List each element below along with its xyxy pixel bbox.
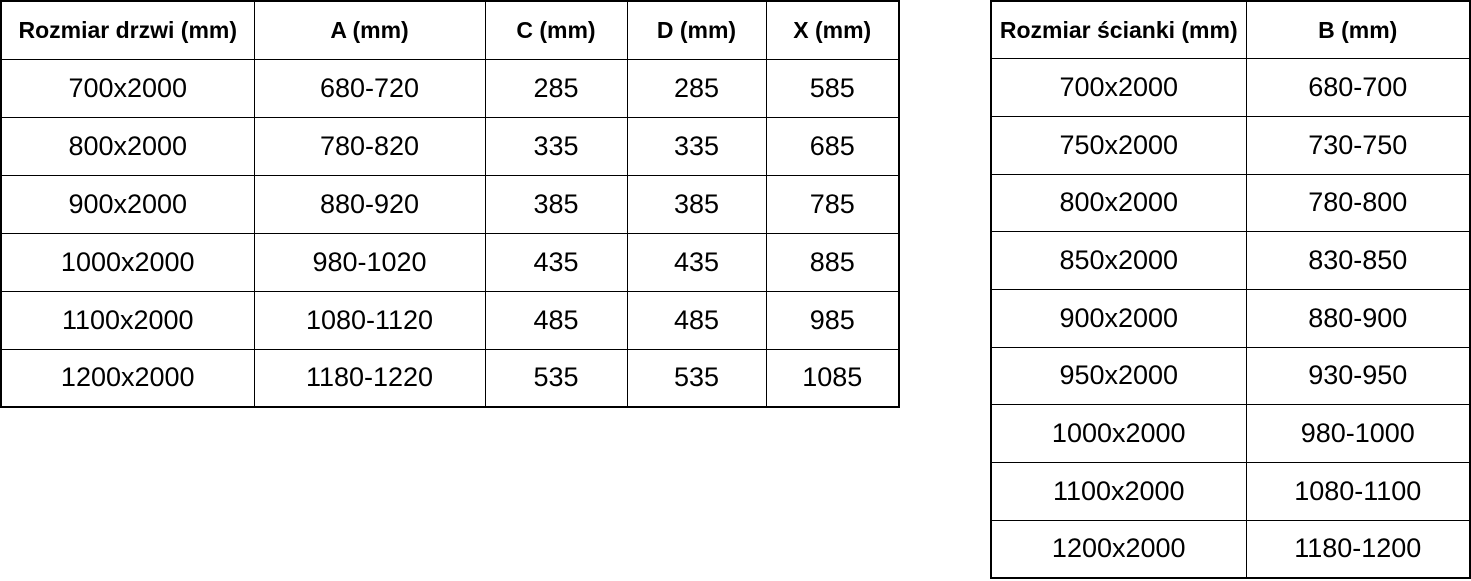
table-cell: 850x2000 (990, 231, 1247, 290)
table-cell: 485 (626, 290, 767, 350)
table-cell: 285 (626, 58, 767, 118)
table-cell: 900x2000 (0, 174, 255, 234)
table-row: 800x2000 780-800 (990, 173, 1471, 233)
column-header-a: A (mm) (253, 0, 486, 60)
table-row: 900x2000 880-900 (990, 288, 1471, 348)
table-row: 700x2000 680-720 285 285 585 (0, 58, 900, 118)
column-header-c: C (mm) (484, 0, 628, 60)
table-cell: 535 (626, 348, 767, 408)
table-row: 750x2000 730-750 (990, 115, 1471, 175)
table-cell: 585 (765, 58, 900, 118)
table-cell: 1100x2000 (0, 290, 255, 350)
table-cell: 930-950 (1245, 346, 1471, 406)
table-cell: 885 (765, 232, 900, 292)
table-cell: 980-1000 (1245, 404, 1471, 463)
door-size-table: Rozmiar drzwi (mm) A (mm) C (mm) D (mm) … (0, 0, 900, 408)
table-cell: 750x2000 (990, 115, 1247, 175)
table-cell: 700x2000 (990, 58, 1247, 117)
table-row: 1200x2000 1180-1200 (990, 519, 1471, 579)
table-cell: 700x2000 (0, 58, 255, 118)
table-cell: 950x2000 (990, 346, 1247, 406)
table-row: 1200x2000 1180-1220 535 535 1085 (0, 348, 900, 408)
table-cell: 900x2000 (990, 288, 1247, 348)
table-cell: 780-820 (253, 116, 486, 176)
table-cell: 385 (626, 174, 767, 234)
table-cell: 335 (626, 116, 767, 176)
table-cell: 1200x2000 (0, 348, 255, 408)
wall-table-header-row: Rozmiar ścianki (mm) B (mm) (990, 0, 1471, 60)
table-cell: 830-850 (1245, 231, 1471, 290)
table-cell: 880-900 (1245, 288, 1471, 348)
table-cell: 335 (484, 116, 628, 176)
table-cell: 1180-1200 (1245, 519, 1471, 579)
table-cell: 1080-1120 (253, 290, 486, 350)
table-cell: 800x2000 (990, 173, 1247, 233)
table-cell: 1200x2000 (990, 519, 1247, 579)
column-header-wall-size: Rozmiar ścianki (mm) (990, 0, 1247, 60)
table-row: 1000x2000 980-1000 (990, 404, 1471, 463)
table-cell: 880-920 (253, 174, 486, 234)
table-cell: 985 (765, 290, 900, 350)
table-cell: 1000x2000 (0, 232, 255, 292)
table-cell: 730-750 (1245, 115, 1471, 175)
table-cell: 435 (626, 232, 767, 292)
table-cell: 385 (484, 174, 628, 234)
table-cell: 1085 (765, 348, 900, 408)
table-cell: 1180-1220 (253, 348, 486, 408)
column-header-x: X (mm) (765, 0, 900, 60)
column-header-d: D (mm) (626, 0, 767, 60)
table-cell: 685 (765, 116, 900, 176)
table-cell: 980-1020 (253, 232, 486, 292)
table-cell: 1000x2000 (990, 404, 1247, 463)
table-row: 950x2000 930-950 (990, 346, 1471, 406)
table-row: 800x2000 780-820 335 335 685 (0, 116, 900, 176)
table-cell: 680-700 (1245, 58, 1471, 117)
table-cell: 785 (765, 174, 900, 234)
table-cell: 1100x2000 (990, 462, 1247, 521)
column-header-b: B (mm) (1245, 0, 1471, 60)
table-row: 1000x2000 980-1020 435 435 885 (0, 232, 900, 292)
column-header-door-size: Rozmiar drzwi (mm) (0, 0, 255, 60)
table-cell: 800x2000 (0, 116, 255, 176)
wall-size-table: Rozmiar ścianki (mm) B (mm) 700x2000 680… (990, 0, 1471, 579)
table-cell: 680-720 (253, 58, 486, 118)
table-cell: 1080-1100 (1245, 462, 1471, 521)
table-row: 850x2000 830-850 (990, 231, 1471, 290)
table-cell: 535 (484, 348, 628, 408)
table-row: 700x2000 680-700 (990, 58, 1471, 117)
table-cell: 485 (484, 290, 628, 350)
table-cell: 285 (484, 58, 628, 118)
table-row: 1100x2000 1080-1120 485 485 985 (0, 290, 900, 350)
table-cell: 435 (484, 232, 628, 292)
table-cell: 780-800 (1245, 173, 1471, 233)
table-row: 900x2000 880-920 385 385 785 (0, 174, 900, 234)
door-table-header-row: Rozmiar drzwi (mm) A (mm) C (mm) D (mm) … (0, 0, 900, 60)
table-row: 1100x2000 1080-1100 (990, 462, 1471, 521)
